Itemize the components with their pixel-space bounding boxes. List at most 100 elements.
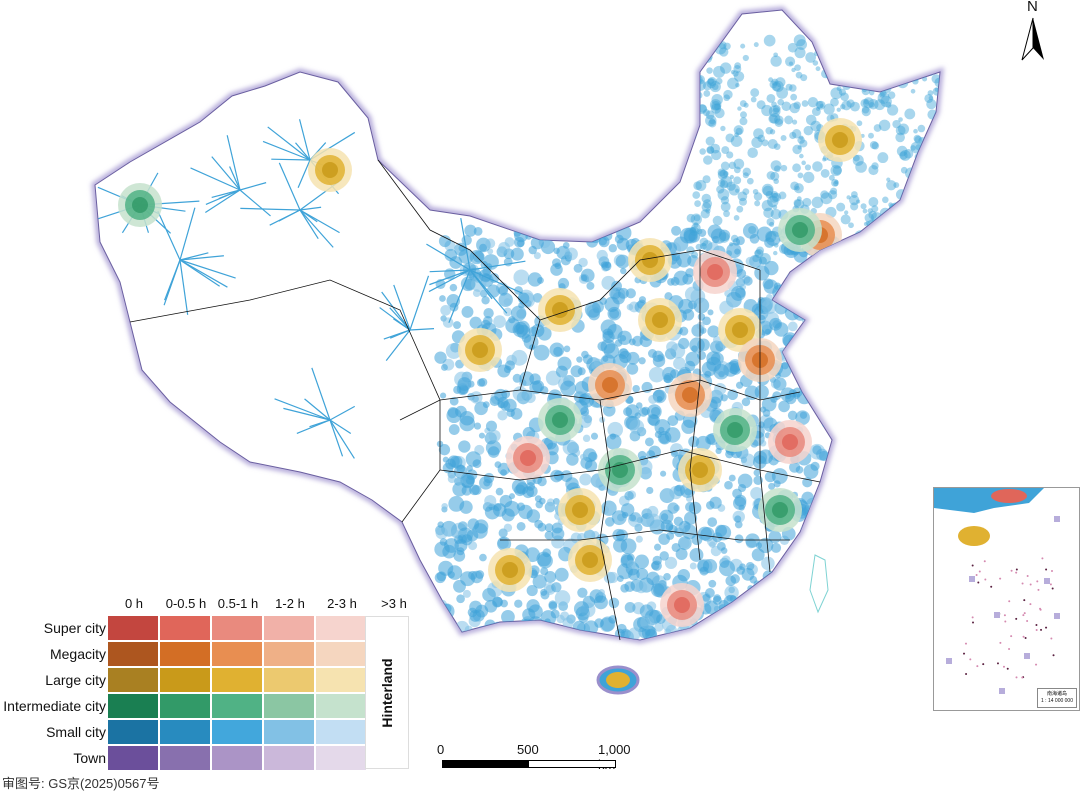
network-mark (689, 562, 697, 570)
network-mark (600, 505, 610, 515)
network-mark (792, 119, 798, 125)
inset-scale: 1 : 14 000 000 (1041, 698, 1073, 704)
network-mark (503, 398, 517, 413)
network-mark (702, 175, 711, 184)
network-mark (766, 218, 775, 226)
network-mark (814, 328, 830, 344)
network-mark (735, 287, 746, 298)
network-branch (429, 269, 471, 273)
legend-column-header: 0 h (124, 596, 144, 611)
network-mark (554, 590, 571, 606)
island-dot (1036, 580, 1039, 583)
city-hub (792, 222, 808, 238)
network-mark (741, 453, 756, 468)
network-mark (578, 415, 592, 429)
network-mark (479, 243, 488, 252)
network-mark (928, 95, 933, 101)
network-mark (725, 133, 735, 143)
city-hub (732, 322, 748, 338)
network-mark (877, 91, 890, 104)
network-mark (685, 268, 695, 278)
network-mark (789, 102, 800, 114)
network-mark (868, 101, 875, 108)
network-mark (654, 543, 662, 551)
network-mark (759, 439, 767, 447)
approval-number: 审图号: GS京(2025)0567号 (2, 776, 160, 791)
network-branch (164, 259, 181, 301)
network-mark (892, 119, 901, 129)
network-mark (601, 261, 612, 272)
inset-title: 南海诸岛 (1047, 691, 1068, 697)
network-mark (742, 188, 750, 196)
island-dot (983, 560, 986, 563)
network-mark (734, 515, 742, 523)
network-mark (664, 556, 678, 570)
network-mark (742, 54, 749, 62)
network-mark (794, 562, 805, 572)
network-mark (908, 47, 919, 58)
network-mark (872, 227, 885, 239)
network-mark (868, 233, 878, 243)
island-dot (1029, 603, 1032, 606)
network-branch (179, 255, 224, 261)
network-mark (459, 500, 473, 514)
network-mark (913, 134, 922, 143)
island-dot (1008, 648, 1011, 651)
network-mark (758, 602, 774, 618)
network-mark (770, 190, 779, 199)
network-mark (830, 97, 839, 107)
network-mark (586, 281, 595, 290)
network-mark (894, 62, 899, 67)
network-mark (927, 90, 934, 96)
network-mark (713, 364, 729, 380)
network-mark (620, 538, 637, 555)
network-mark (749, 575, 758, 584)
network-mark (690, 289, 706, 304)
network-mark (733, 71, 745, 82)
network-mark (717, 179, 726, 187)
network-branch (299, 206, 322, 211)
network-mark (752, 188, 759, 195)
network-mark (615, 254, 630, 269)
network-mark (771, 468, 788, 485)
network-mark (620, 267, 627, 275)
network-mark (497, 410, 508, 421)
network-mark (692, 191, 701, 199)
network-mark (667, 502, 679, 514)
network-mark (841, 100, 852, 111)
network-mark (582, 434, 591, 443)
network-mark (703, 90, 711, 97)
network-mark (750, 486, 763, 500)
network-mark (810, 461, 820, 471)
network-mark (684, 360, 696, 372)
network-mark (784, 115, 794, 125)
network-mark (825, 497, 837, 508)
network-mark (815, 100, 824, 109)
network-mark (714, 383, 727, 396)
network-mark (895, 125, 906, 136)
network-mark (598, 589, 605, 596)
legend-swatch (108, 694, 158, 718)
network-mark (697, 338, 710, 352)
network-mark (579, 453, 587, 461)
network-mark (846, 99, 855, 108)
network-mark (808, 269, 822, 283)
network-mark (922, 234, 934, 245)
network-mark (703, 155, 713, 165)
network-mark (663, 572, 671, 581)
island-dot (1003, 614, 1006, 617)
network-mark (868, 49, 880, 61)
network-mark (781, 101, 792, 112)
scale-bar: 0 500 1,000 km (437, 742, 631, 772)
network-mark (761, 183, 774, 196)
north-label: N (1027, 0, 1038, 15)
network-mark (658, 426, 665, 434)
network-mark (512, 321, 528, 338)
network-mark (615, 529, 629, 542)
island-dot (1035, 624, 1038, 627)
network-mark (757, 597, 767, 607)
province-boundaries (129, 159, 821, 641)
network-mark (853, 38, 861, 47)
legend-swatch (212, 720, 262, 744)
network-mark (886, 51, 899, 63)
